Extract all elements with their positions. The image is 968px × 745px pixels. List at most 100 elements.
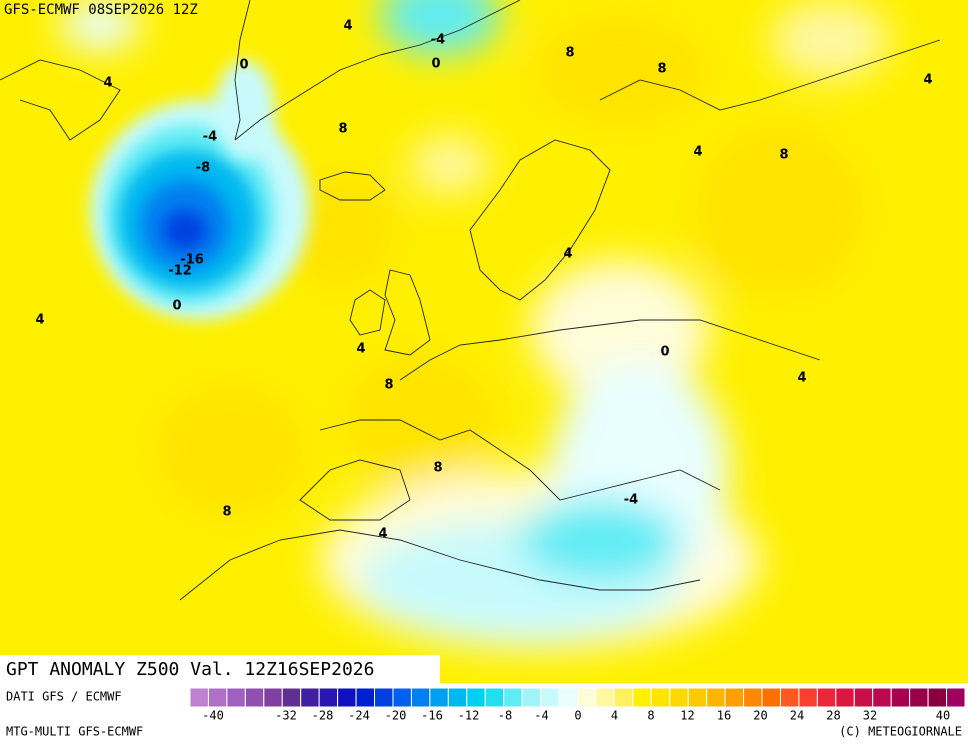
colorbar-swatch bbox=[337, 687, 357, 708]
colorbar-swatch bbox=[392, 687, 412, 708]
contour-label: -4 bbox=[431, 33, 445, 48]
colorbar-swatch bbox=[798, 687, 818, 708]
colorbar-swatch bbox=[687, 687, 708, 708]
colorbar-swatch bbox=[263, 687, 283, 708]
contour-label: 8 bbox=[338, 122, 347, 137]
colorbar-swatch bbox=[890, 687, 911, 708]
colorbar-swatch bbox=[632, 687, 652, 708]
contour-label: -16 bbox=[180, 253, 204, 268]
colorbar-swatch bbox=[835, 687, 855, 708]
colorbar-swatch bbox=[226, 687, 246, 708]
contour-label: 0 bbox=[431, 57, 440, 72]
contour-label: 4 bbox=[797, 371, 806, 386]
contour-label: 0 bbox=[660, 345, 669, 360]
colorbar-swatch bbox=[466, 687, 486, 708]
colorbar-swatch bbox=[595, 687, 615, 708]
colorbar-swatch bbox=[355, 687, 376, 708]
colorbar-tick-label: -40 bbox=[202, 709, 224, 723]
colorbar-swatch bbox=[521, 687, 542, 708]
map-field bbox=[0, 0, 968, 683]
run-label: GFS-ECMWF 08SEP2026 12Z bbox=[4, 2, 198, 18]
contour-label: 0 bbox=[172, 299, 181, 314]
colorbar-swatch bbox=[816, 687, 837, 708]
title-panel bbox=[0, 655, 440, 683]
colorbar-swatch bbox=[318, 687, 339, 708]
colorbar-swatch bbox=[669, 687, 689, 708]
colorbar-swatch bbox=[540, 687, 560, 708]
colorbar-swatch bbox=[189, 687, 209, 708]
colorbar-tick-label: 0 bbox=[574, 709, 581, 723]
contour-label: 4 bbox=[563, 247, 572, 262]
contour-label: 8 bbox=[384, 378, 393, 393]
colorbar-swatch bbox=[779, 687, 800, 708]
contour-label: -12 bbox=[168, 264, 192, 279]
colorbar-tick-label: -8 bbox=[498, 709, 512, 723]
colorbar: -40 -32 -28 -24 -20 -16 -12 -8 -4 0 4 8 12 16 20 24 28 32… bbox=[189, 687, 966, 723]
colorbar-swatch bbox=[447, 687, 468, 708]
contour-label: 8 bbox=[657, 62, 666, 77]
colorbar-swatch bbox=[300, 687, 320, 708]
contour-labels: 4 -4 0 8 8 0 4 -4 8 4 8 -8 4 -16-12 4 0 4 4 0 8 4 8 -4 8 4 bbox=[35, 19, 932, 542]
colorbar-swatch bbox=[281, 687, 302, 708]
colorbar-swatch bbox=[872, 687, 892, 708]
contour-label: 8 bbox=[433, 461, 442, 476]
colorbar-swatch bbox=[503, 687, 523, 708]
colorbar-swatch bbox=[374, 687, 394, 708]
contour-label: 4 bbox=[693, 145, 702, 160]
colorbar-swatch bbox=[429, 687, 449, 708]
colorbar-swatch bbox=[706, 687, 726, 708]
contour-label: 4 bbox=[35, 313, 44, 328]
colorbar-tick-label: 8 bbox=[647, 709, 654, 723]
contour-label: 4 bbox=[103, 76, 112, 91]
data-source: DATI GFS / ECMWF bbox=[6, 690, 122, 704]
colorbar-tick-label: -24 bbox=[348, 709, 370, 723]
contour-label: 4 bbox=[356, 342, 365, 357]
colorbar-swatch bbox=[577, 687, 597, 708]
colorbar-swatch bbox=[613, 687, 634, 708]
colorbar-tick-label: 40 bbox=[936, 709, 950, 723]
colorbar-tick-label: 16 bbox=[717, 709, 731, 723]
contour-label: 8 bbox=[222, 505, 231, 520]
contour-label: -8 bbox=[196, 161, 210, 176]
colorbar-swatch bbox=[853, 687, 874, 708]
colorbar-swatch bbox=[761, 687, 781, 708]
colorbar-tick-label: -12 bbox=[458, 709, 480, 723]
colorbar-tick-label: -32 bbox=[275, 709, 297, 723]
contour-label: 8 bbox=[565, 46, 574, 61]
colorbar-tick-label: -20 bbox=[385, 709, 407, 723]
contour-label: -4 bbox=[203, 130, 217, 145]
colorbar-swatch bbox=[484, 687, 505, 708]
colorbar-swatch bbox=[743, 687, 763, 708]
product-label: MTG-MULTI GFS-ECMWF bbox=[6, 725, 143, 739]
colorbar-swatch bbox=[946, 687, 966, 708]
map-title: GPT ANOMALY Z500 Val. 12Z16SEP2026 bbox=[6, 659, 374, 680]
colorbar-tick-label: -16 bbox=[421, 709, 443, 723]
coastlines bbox=[0, 0, 941, 601]
anomaly-shading bbox=[60, 0, 890, 650]
colorbar-tick-label: 28 bbox=[826, 709, 840, 723]
contour-label: 4 bbox=[343, 19, 352, 34]
colorbar-tick-label: 24 bbox=[790, 709, 804, 723]
colorbar-swatch bbox=[909, 687, 929, 708]
colorbar-tick-label: 12 bbox=[680, 709, 694, 723]
colorbar-swatch bbox=[207, 687, 228, 708]
contour-label: 4 bbox=[923, 73, 932, 88]
contour-label: 4 bbox=[378, 527, 387, 542]
contour-label: 0 bbox=[239, 58, 248, 73]
colorbar-tick-label: -28 bbox=[312, 709, 334, 723]
colorbar-swatch bbox=[410, 687, 431, 708]
colorbar-swatch bbox=[244, 687, 265, 708]
colorbar-tick-label: 20 bbox=[753, 709, 767, 723]
colorbar-swatch bbox=[558, 687, 578, 708]
colorbar-tick-label: -4 bbox=[534, 709, 548, 723]
colorbar-swatch bbox=[724, 687, 745, 708]
colorbar-swatch bbox=[927, 687, 948, 708]
colorbar-swatch bbox=[650, 687, 671, 708]
colorbar-tick-label: 32 bbox=[863, 709, 877, 723]
colorbar-tick-label: 4 bbox=[611, 709, 618, 723]
credit: (C) METEOGIORNALE bbox=[839, 725, 962, 739]
contour-label: -4 bbox=[624, 493, 638, 508]
low-pressure-core bbox=[90, 60, 310, 320]
